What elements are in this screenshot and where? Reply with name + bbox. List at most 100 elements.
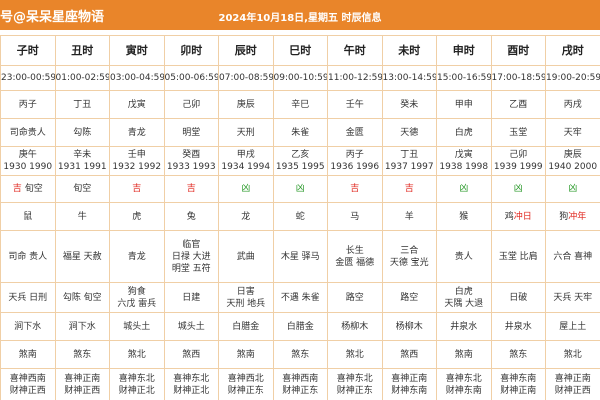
cell-sha: 煞西 (381, 340, 437, 369)
cell-direction: 喜神西南 财神正东 (272, 368, 328, 400)
cell-ganzhi: 辛巳 (272, 90, 328, 119)
cell-name: 辰时 (218, 35, 274, 66)
cell-good: 司命 贵人 (0, 230, 56, 283)
zodiac: 羊 (404, 211, 414, 222)
title: 2024年10月18日,星期五 时辰信息 (218, 13, 382, 24)
direction-line: 财神正东 (336, 385, 373, 396)
direction-line: 喜神东北 (336, 373, 373, 384)
row-bad: 天兵 日刑 勾陈 旬空 狗食 六戊 雷兵 日建 日害 天刑 地兵 不遇 朱雀 路空 路空 白虎 天隅 … (0, 282, 600, 313)
good-line: 木星 驿马 (280, 251, 320, 262)
cell-name: 午时 (327, 35, 383, 66)
cell-sha: 煞南 (436, 340, 492, 369)
year-line: 1932 1992 (112, 162, 162, 172)
year-line: 1936 1996 (330, 162, 380, 172)
cell-direction: 喜神正南 财神东南 (381, 368, 437, 400)
bad-line: 狗食 (127, 286, 146, 297)
luck: 吉 (350, 184, 360, 194)
luck-note: 旬空 (24, 184, 43, 194)
cell-element: 杨柳木 (327, 312, 383, 341)
cell-sha: 煞北 (545, 340, 600, 369)
cell-direction: 喜神东南 财神正南 (490, 368, 546, 400)
cell-bad: 勾陈 旬空 (54, 282, 110, 313)
good-line: 三合 (400, 245, 419, 256)
cell-bad: 日害 天刑 地兵 (218, 282, 274, 313)
row-element: 涧下水 涧下水 城头土 城头土 白腊金 白腊金 杨柳木 杨柳木 井泉水 井泉水 屋上土 (0, 312, 600, 341)
good-line: 贵人 (454, 251, 473, 262)
luck-note: 旬空 (73, 184, 92, 194)
cell-zodiac: 马 (327, 202, 383, 231)
bad-line: 六戊 雷兵 (117, 298, 157, 309)
cell-time: 03:00-04:59 (109, 65, 165, 91)
good-line: 临官 (182, 239, 201, 250)
cell-god: 司命贵人 (0, 118, 56, 147)
cell-luck: 凶 (272, 175, 328, 203)
year-line: 1933 1993 (166, 162, 216, 172)
year-line: 1935 1995 (275, 162, 325, 172)
year-line: 1930 1990 (3, 162, 53, 172)
cell-element: 白腊金 (218, 312, 274, 341)
cell-sha: 煞西 (163, 340, 219, 369)
clash: 冲年 (568, 211, 587, 222)
cell-element: 杨柳木 (381, 312, 437, 341)
hours-table: 子时 丑时 寅时 卯时 辰时 巳时 午时 未时 申时 酉时 戌时 23:00-00:59 01:00-0… (0, 35, 600, 400)
cell-luck: 吉 (163, 175, 219, 203)
row-zodiac: 鼠牛虎兔龙蛇马羊猴鸡冲日 狗冲年 (0, 202, 600, 231)
cell-name: 丑时 (54, 35, 110, 66)
row-luck: 吉 旬空 旬空吉吉凶凶吉吉凶凶凶 (0, 175, 600, 203)
direction-line: 喜神正南 (64, 373, 101, 384)
cell-god: 勾陈 (54, 118, 110, 147)
cell-ganzhi: 甲申 (436, 90, 492, 119)
cell-name: 未时 (381, 35, 437, 66)
direction-line: 喜神东北 (445, 373, 482, 384)
bad-line: 日害 (236, 286, 255, 297)
cell-element: 涧下水 (54, 312, 110, 341)
cell-time: 11:00-12:59 (327, 65, 383, 91)
cell-year: 乙亥 1935 1995 (272, 146, 328, 176)
direction-line: 财神正西 (554, 385, 591, 396)
cell-bad: 天兵 天牢 (545, 282, 600, 313)
cell-ganzhi: 壬午 (327, 90, 383, 119)
good-line: 天德 宝光 (389, 257, 429, 268)
cell-luck: 凶 (490, 175, 546, 203)
year-line: 丙子 (345, 150, 364, 160)
direction-line: 喜神西北 (227, 373, 264, 384)
cell-god: 明堂 (163, 118, 219, 147)
cell-god: 金匮 (327, 118, 383, 147)
cell-year: 己卯 1939 1999 (490, 146, 546, 176)
bad-line: 勾陈 旬空 (62, 292, 102, 303)
cell-time: 01:00-02:59 (54, 65, 110, 91)
row-name: 子时 丑时 寅时 卯时 辰时 巳时 午时 未时 申时 酉时 戌时 (0, 35, 600, 66)
good-line: 武曲 (236, 251, 255, 262)
cell-good: 青龙 (109, 230, 165, 283)
row-direction: 喜神西南 财神正西 喜神正南 财神正西 喜神东北 财神正北 喜神东北 财神正北 喜神西北 财神正东… (0, 368, 600, 400)
cell-time: 15:00-16:59 (436, 65, 492, 91)
cell-time: 13:00-14:59 (381, 65, 437, 91)
cell-year: 戊寅 1938 1998 (436, 146, 492, 176)
year-line: 1940 2000 (548, 162, 598, 172)
cell-bad: 路空 (327, 282, 383, 313)
cell-year: 辛未 1931 1991 (54, 146, 110, 176)
cell-element: 城头土 (163, 312, 219, 341)
cell-time: 07:00-08:59 (218, 65, 274, 91)
cell-name: 戌时 (545, 35, 600, 66)
year-line: 1934 1994 (221, 162, 271, 172)
zodiac: 马 (350, 211, 360, 222)
cell-direction: 喜神东北 财神正北 (163, 368, 219, 400)
cell-element: 屋上土 (545, 312, 600, 341)
cell-direction: 喜神正南 财神正西 (545, 368, 600, 400)
cell-zodiac: 猴 (436, 202, 492, 231)
good-line: 六合 喜神 (553, 251, 593, 262)
zodiac: 狗 (559, 211, 569, 222)
year-line: 1937 1997 (384, 162, 434, 172)
cell-element: 白腊金 (272, 312, 328, 341)
direction-line: 喜神正南 (554, 373, 591, 384)
cell-god: 玉堂 (490, 118, 546, 147)
cell-sha: 煞东 (272, 340, 328, 369)
cell-year: 甲戌 1934 1994 (218, 146, 274, 176)
cell-zodiac: 鼠 (0, 202, 56, 231)
direction-line: 财神正东 (227, 385, 264, 396)
cell-good: 玉堂 比肩 (490, 230, 546, 283)
cell-year: 庚辰 1940 2000 (545, 146, 600, 176)
cell-year: 丙子 1936 1996 (327, 146, 383, 176)
